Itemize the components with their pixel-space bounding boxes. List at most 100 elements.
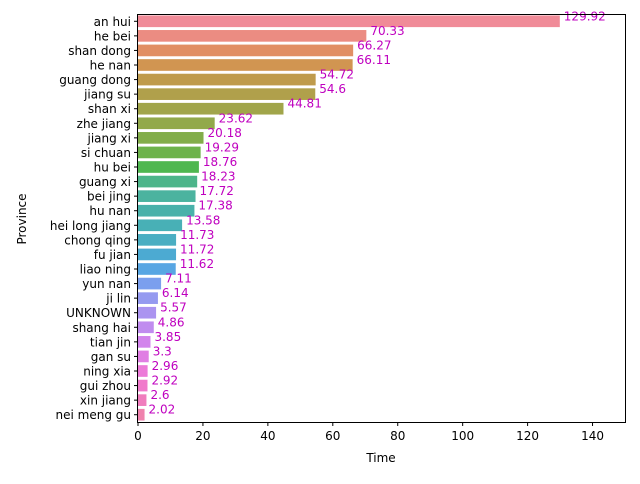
x-tick-label: 80	[390, 429, 405, 443]
bar	[138, 408, 145, 421]
y-tick-label: zhe jiang	[77, 117, 131, 131]
bar	[138, 59, 353, 71]
bar-value-label: 17.38	[198, 199, 232, 213]
bar-value-label: 11.73	[180, 228, 214, 242]
bar-value-label: 4.86	[158, 315, 185, 329]
x-axis: 0 20 40 60 80 100 120 140	[134, 422, 604, 443]
bar	[138, 321, 154, 334]
bar-value-label: 129.92	[564, 9, 606, 23]
y-tick-label: bei jing	[87, 190, 131, 204]
y-tick-label: tian jin	[90, 335, 131, 349]
bar	[138, 219, 183, 232]
y-tick-label: guang xi	[79, 175, 131, 189]
bar	[138, 394, 147, 406]
bar-value-label: 13.58	[186, 213, 220, 227]
x-tick-label: 120	[516, 429, 539, 443]
y-tick-label: shang hai	[72, 321, 131, 335]
bar-value-label: 11.62	[180, 257, 214, 271]
x-tick-label: 20	[195, 429, 210, 443]
bar	[138, 146, 201, 159]
bar-value-label: 70.33	[370, 24, 404, 38]
y-tick-label: shan xi	[88, 102, 131, 116]
bar	[138, 30, 367, 42]
bar-value-label: 54.72	[320, 68, 354, 82]
bar-value-label: 44.81	[287, 97, 321, 111]
y-tick-label: ning xia	[83, 365, 131, 379]
y-tick-label: nei meng gu	[56, 408, 131, 422]
bar	[138, 15, 560, 28]
bar	[138, 350, 149, 363]
x-axis-label: Time	[365, 451, 395, 465]
bar-value-label: 66.27	[357, 38, 391, 52]
y-tick-label: gan su	[91, 350, 131, 364]
y-tick-label: guang dong	[59, 73, 131, 87]
bar	[138, 277, 162, 290]
bar-value-label: 7.11	[165, 272, 192, 286]
bar	[138, 204, 195, 217]
bar-value-label: 3.3	[153, 344, 172, 358]
bar-value-label: 20.18	[208, 126, 242, 140]
bar	[138, 132, 204, 144]
y-tick-label: hei long jiang	[50, 219, 131, 233]
y-tick-label: hu nan	[89, 204, 131, 218]
bar	[138, 292, 158, 304]
bar-value-label: 2.02	[149, 403, 176, 417]
bar	[138, 161, 199, 173]
bar-value-label: 2.6	[150, 388, 169, 402]
bar-value-label: 2.96	[152, 359, 179, 373]
x-tick-label: 100	[451, 429, 474, 443]
bar-value-label: 3.85	[154, 330, 181, 344]
y-tick-label: gui zhou	[80, 379, 131, 393]
y-tick-label: xin jiang	[80, 394, 131, 408]
y-tick-label: jiang su	[83, 88, 131, 102]
bar	[138, 73, 316, 86]
bar	[138, 234, 177, 246]
plot-frame	[137, 14, 626, 423]
bar-value-label: 6.14	[162, 286, 189, 300]
y-tick-label: jiang xi	[87, 131, 132, 145]
bar-value-label: 11.72	[180, 242, 214, 256]
y-tick-label: UNKNOWN	[66, 306, 131, 320]
y-tick-label: hu bei	[94, 161, 131, 175]
bar	[138, 306, 157, 319]
y-tick-label: yun nan	[82, 277, 131, 291]
y-tick-label: an hui	[94, 15, 131, 29]
bars-layer	[138, 15, 560, 421]
bar	[138, 44, 354, 57]
bar-value-label: 18.76	[203, 155, 237, 169]
bar-value-label: 23.62	[219, 111, 253, 125]
x-tick-label: 0	[134, 429, 142, 443]
y-tick-label: shan dong	[68, 44, 131, 58]
bar	[138, 365, 148, 377]
bar	[138, 175, 198, 188]
bar	[138, 102, 284, 115]
y-tick-label: he bei	[94, 29, 131, 43]
bar-value-label: 54.6	[319, 82, 346, 96]
bar-value-label: 5.57	[160, 301, 187, 315]
y-tick-label: liao ning	[80, 263, 131, 277]
bar	[138, 263, 176, 275]
x-tick-label: 40	[260, 429, 275, 443]
y-tick-label: chong qing	[64, 233, 131, 247]
bar	[138, 248, 177, 261]
bar	[138, 379, 148, 392]
bar	[138, 88, 316, 100]
x-tick-label: 60	[325, 429, 340, 443]
y-tick-label: si chuan	[81, 146, 131, 160]
bar	[138, 336, 151, 348]
bar	[138, 190, 196, 202]
bar-value-label: 18.23	[201, 170, 235, 184]
y-tick-label: fu jian	[94, 248, 131, 262]
bar-value-label: 66.11	[357, 53, 391, 67]
bar-value-label: 2.92	[151, 374, 178, 388]
bar-value-label: 19.29	[205, 140, 239, 154]
y-tick-label: ji lin	[105, 292, 131, 306]
y-axis-label: Province	[15, 193, 29, 244]
bar	[138, 117, 215, 130]
y-tick-label: he nan	[90, 59, 131, 73]
bar-value-label: 17.72	[200, 184, 234, 198]
